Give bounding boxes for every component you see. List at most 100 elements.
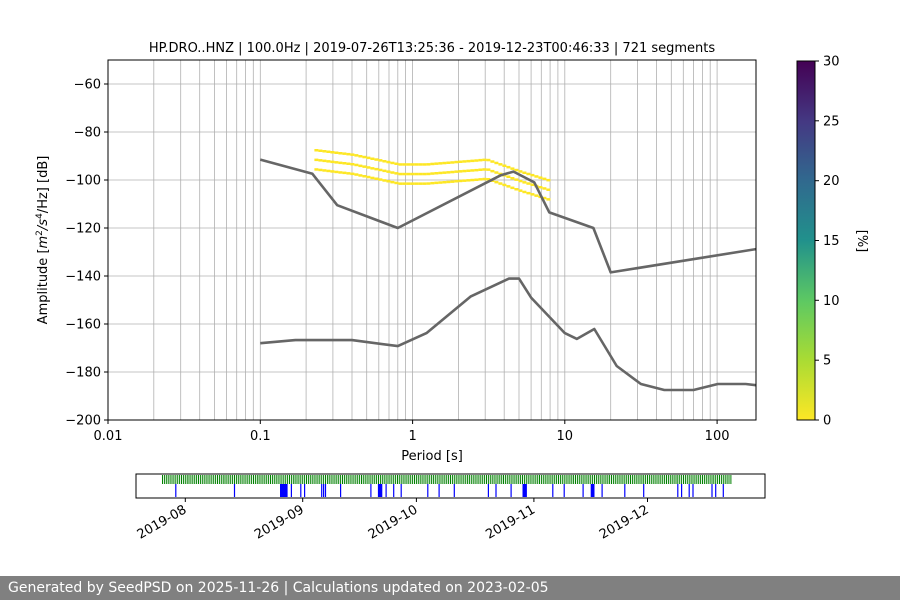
density-cell <box>506 165 511 169</box>
density-cell <box>438 171 443 175</box>
density-cell <box>338 171 343 174</box>
density-cell <box>474 168 479 172</box>
density-cell <box>334 151 339 154</box>
density-cell <box>494 180 499 184</box>
density-cell <box>386 170 391 173</box>
density-cell <box>498 163 503 166</box>
density-cell <box>526 191 531 195</box>
density-cell <box>394 181 399 185</box>
density-cell <box>342 162 347 165</box>
density-cell <box>358 155 363 158</box>
density-cell <box>330 160 335 164</box>
timeline-gap-burst <box>590 484 595 497</box>
density-cell <box>458 170 463 173</box>
colorbar-tick-label: 0 <box>823 414 831 429</box>
density-cell <box>410 163 415 166</box>
density-cell <box>334 161 339 164</box>
density-cell <box>546 198 551 201</box>
density-cell <box>318 168 323 172</box>
density-cell <box>330 170 335 173</box>
timeline-gap-burst <box>522 484 527 497</box>
density-cell <box>398 182 403 185</box>
grid-lines <box>107 60 756 421</box>
density-cell <box>518 189 523 192</box>
timeline-tick-label: 2019-08 <box>135 502 190 542</box>
density-cell <box>494 171 499 174</box>
y-axis-ticks: −200 −180 −160 −140 −120 −100 −80 −60 <box>65 78 108 429</box>
density-cell <box>538 176 543 179</box>
density-cell <box>438 181 443 184</box>
psd-chart: HP.DRO..HNZ | 100.0Hz | 2019-07-26T13:25… <box>35 41 869 543</box>
density-cell <box>430 181 435 185</box>
density-cell <box>342 152 347 155</box>
density-cell <box>430 162 435 166</box>
high-noise-model <box>259 158 756 274</box>
density-cell <box>326 150 331 153</box>
density-cell <box>458 179 463 183</box>
density-cell <box>406 172 411 176</box>
density-cell <box>502 164 507 167</box>
density-cell <box>374 158 379 161</box>
density-cell <box>402 172 407 176</box>
density-cell <box>386 180 391 183</box>
density-cell <box>502 183 507 187</box>
density-cell <box>362 155 367 159</box>
timeline-tick-label: 2019-11 <box>483 502 538 542</box>
y-tick-label: −120 <box>65 222 101 237</box>
density-cell <box>454 170 459 173</box>
density-cell <box>446 171 451 174</box>
density-cell <box>542 177 547 181</box>
x-tick-label: 1 <box>408 429 416 444</box>
density-cell <box>442 161 447 165</box>
footer-status: Generated by SeedPSD on 2025-11-26 | Cal… <box>0 576 900 600</box>
density-cell <box>394 172 399 175</box>
density-cell <box>314 149 319 152</box>
y-tick-label: −140 <box>65 270 101 285</box>
density-cell <box>338 152 343 155</box>
timeline-tick-label: 2019-09 <box>252 502 307 542</box>
density-cell <box>474 159 479 162</box>
density-cell <box>382 160 387 163</box>
density-cell <box>338 161 343 165</box>
density-cell <box>354 154 359 157</box>
density-cell <box>410 182 415 185</box>
density-cell <box>518 170 523 173</box>
colorbar-tick-label: 30 <box>823 55 840 70</box>
density-cell <box>482 177 487 181</box>
density-cell <box>546 178 551 182</box>
density-cell <box>442 171 447 174</box>
density-cell <box>478 158 483 162</box>
density-cell <box>402 182 407 185</box>
density-cell <box>358 174 363 177</box>
y-tick-label: −160 <box>65 318 101 333</box>
density-cell <box>490 160 495 163</box>
timeline-gap-burst <box>280 484 288 497</box>
colorbar-tick-label: 10 <box>823 294 840 309</box>
density-cell <box>510 167 515 170</box>
density-cell <box>362 165 367 168</box>
y-tick-label: −200 <box>65 414 101 429</box>
density-cell <box>446 180 451 184</box>
density-cell <box>450 170 455 174</box>
density-cell <box>466 169 471 172</box>
density-cell <box>410 172 415 176</box>
density-cell <box>366 166 371 169</box>
density-cell <box>354 163 359 167</box>
density-cell <box>314 168 319 171</box>
density-cell <box>370 167 375 170</box>
density-cell <box>530 183 535 186</box>
density-cell <box>522 181 527 184</box>
density-cell <box>518 179 523 183</box>
density-cell <box>414 163 419 166</box>
chart-title: HP.DRO..HNZ | 100.0Hz | 2019-07-26T13:25… <box>149 41 716 56</box>
density-cell <box>466 159 471 163</box>
y-axis-label: Amplitude [m2/s4/Hz] [dB] <box>35 156 51 325</box>
density-cell <box>350 163 355 166</box>
density-cell <box>510 177 515 180</box>
density-cell <box>542 196 547 200</box>
density-cell <box>442 181 447 184</box>
timeline-ticks: 2019-08 2019-09 2019-10 2019-11 2019-12 <box>135 498 652 543</box>
density-cell <box>382 179 387 182</box>
density-cell <box>542 187 547 190</box>
density-cell <box>358 164 363 168</box>
